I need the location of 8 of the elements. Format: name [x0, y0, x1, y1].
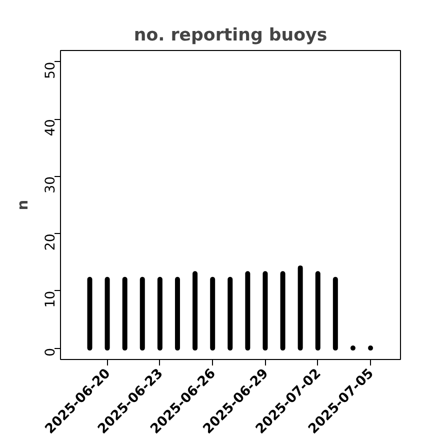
- y-tick-label: 50: [44, 62, 58, 79]
- chart-title: no. reporting buoys: [134, 26, 328, 46]
- y-tick-label: 30: [44, 176, 58, 194]
- y-tick-label: 10: [44, 290, 58, 308]
- y-tick-label: 20: [44, 234, 58, 251]
- y-tick-label: 40: [44, 119, 58, 136]
- y-tick-label: 0: [44, 348, 58, 357]
- y-axis-title: n: [14, 200, 32, 210]
